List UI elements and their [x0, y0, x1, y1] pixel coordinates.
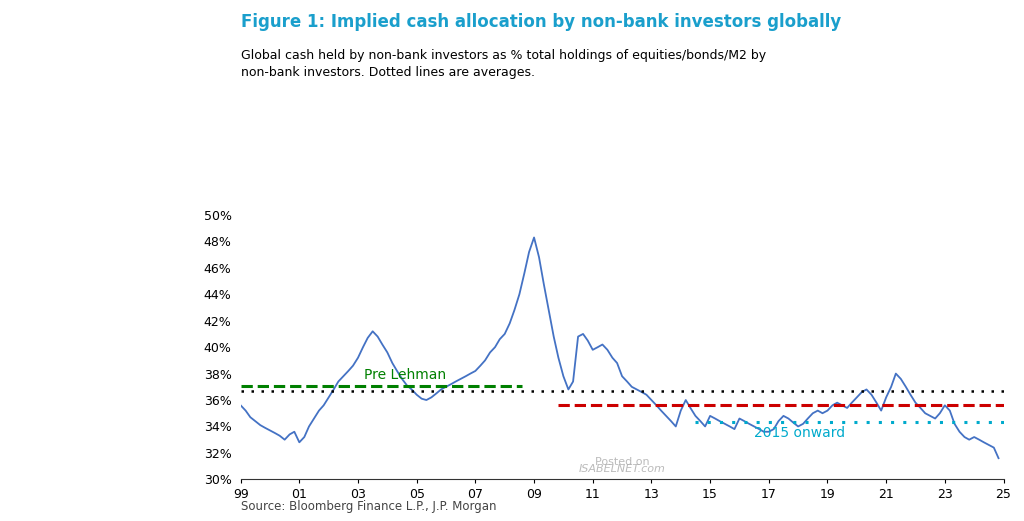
Text: Figure 1: Implied cash allocation by non-bank investors globally: Figure 1: Implied cash allocation by non… [241, 13, 841, 31]
Text: Posted on: Posted on [595, 457, 649, 467]
Text: ISABELNET.com: ISABELNET.com [579, 464, 666, 474]
Text: Source: Bloomberg Finance L.P., J.P. Morgan: Source: Bloomberg Finance L.P., J.P. Mor… [241, 500, 497, 513]
Text: Global cash held by non-bank investors as % total holdings of equities/bonds/M2 : Global cash held by non-bank investors a… [241, 49, 766, 80]
Text: Pre Lehman: Pre Lehman [364, 368, 446, 382]
Text: 2015 onward: 2015 onward [754, 427, 845, 440]
